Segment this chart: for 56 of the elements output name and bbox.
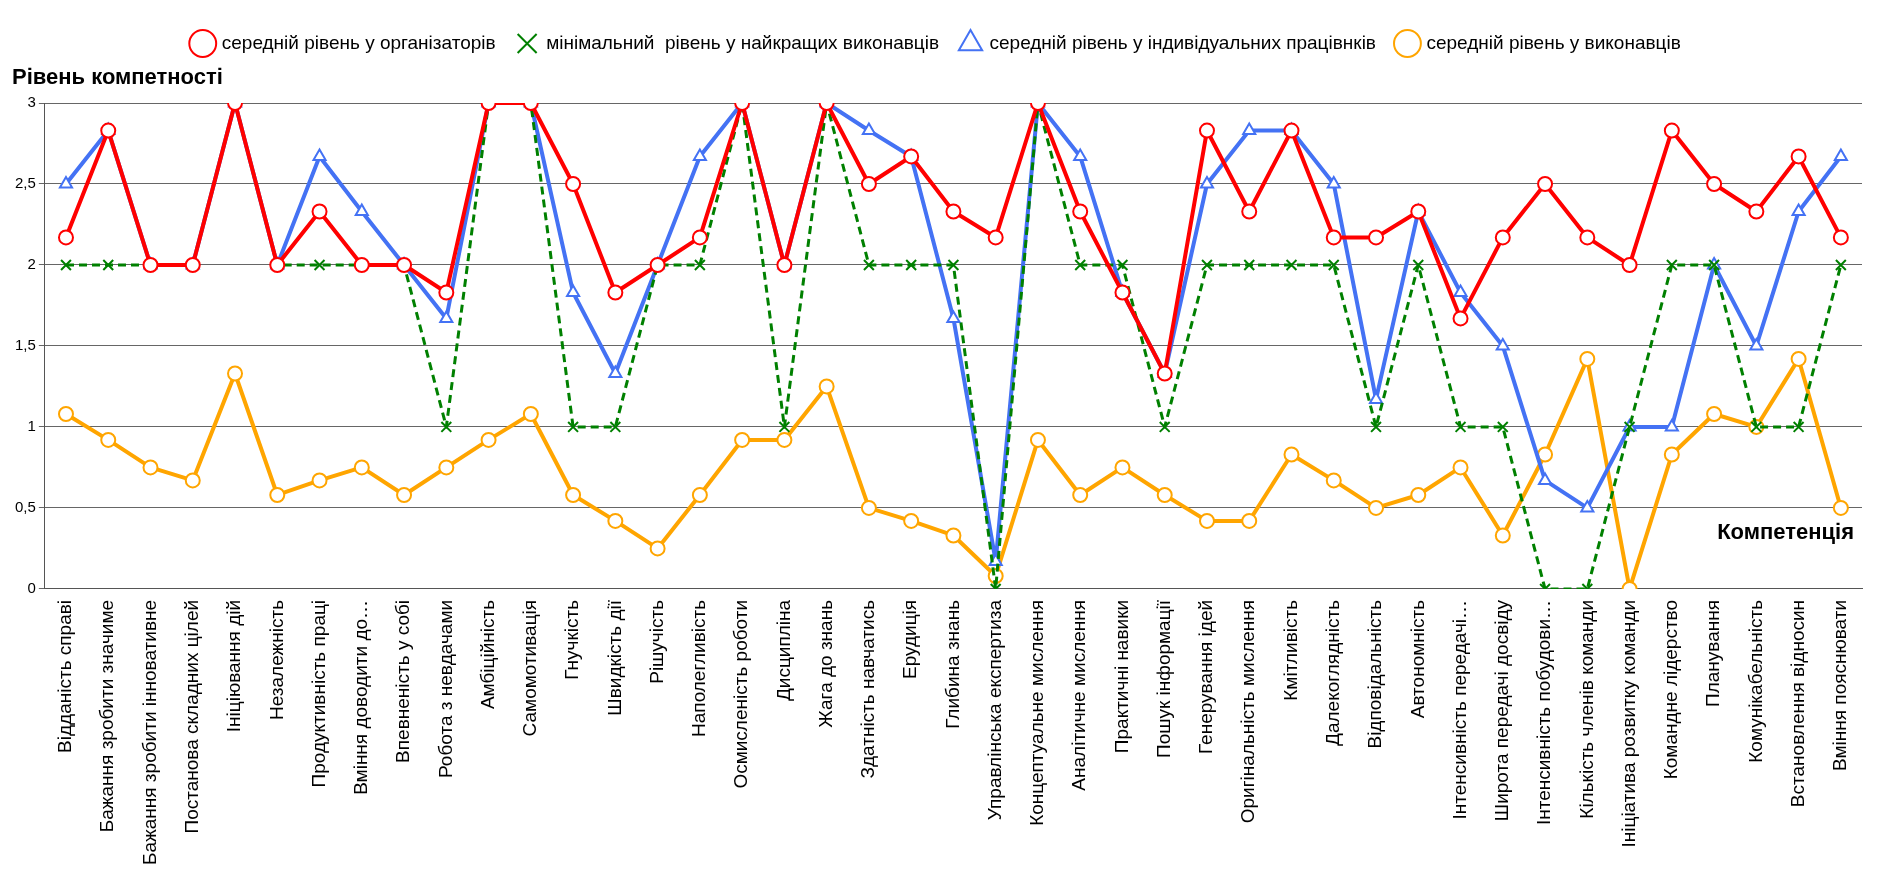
x-tick-label: Амбіційність (476, 599, 498, 710)
x-tick-label: Глибина знань (941, 599, 963, 729)
x-axis-title: Компетенція (1717, 519, 1854, 544)
x-tick-label: Відповідальність (1364, 599, 1386, 749)
x-tick-label: Продуктивність праці (307, 599, 329, 788)
x-tick-label: Бажання зробити значиме (96, 599, 118, 833)
x-tick-label: Робота з невдачами (434, 599, 456, 779)
x-tick-label: Швидкість дії (603, 599, 625, 716)
legend-label: мінімальний рівень у найкращих виконавців (546, 31, 940, 53)
x-tick-label: Вміння доводити до… (350, 599, 372, 795)
x-tick-label: Жага до знань (814, 599, 836, 728)
x-tick-label: Дисципліна (772, 599, 794, 702)
x-tick-label: Концептуальне мислення (1026, 599, 1048, 826)
x-tick-label: Аналітичне мислення (1068, 599, 1090, 791)
y-tick-label: 0,5 (14, 498, 36, 516)
x-tick-label: Широта передачі досвіду (1491, 599, 1513, 822)
x-tick-label: Командне лідерство (1660, 599, 1682, 780)
y-tick-label: 3 (27, 93, 36, 111)
x-tick-label: Бажання зробити інновативне (138, 599, 160, 866)
legend-label: середній рівень у виконавців (1426, 31, 1681, 53)
x-tick-label: Гнучкість (561, 599, 583, 680)
x-tick-label: Встановлення відносин (1786, 599, 1808, 808)
x-tick-label: Ерудиція (899, 599, 921, 679)
x-tick-label: Ініціювання дій (223, 599, 245, 733)
x-tick-label: Планування (1702, 599, 1724, 707)
x-tick-label: Самомотивація (519, 599, 541, 737)
x-tick-label: Постанова складних цілей (180, 599, 202, 834)
y-tick-label: 1 (27, 417, 36, 435)
x-tick-label: Практичні навики (1110, 599, 1132, 754)
x-tick-label: Оригінальність мислення (1237, 599, 1259, 824)
x-tick-label: Незалежність (265, 599, 287, 721)
y-tick-label: 0 (27, 579, 36, 597)
x-tick-label: Рішучість (645, 599, 667, 684)
x-tick-label: Ініціатива розвитку команди (1617, 599, 1639, 848)
x-tick-label: Наполегливість (688, 599, 710, 737)
x-tick-label: Кмітливість (1279, 599, 1301, 701)
legend-label: середній рівень у організаторів (221, 31, 496, 53)
y-tick-label: 2,5 (14, 174, 36, 192)
x-tick-label: Вміння пояснювати (1829, 599, 1851, 771)
y-axis-title: Рівень компетності (12, 64, 223, 90)
y-tick-label: 1,5 (14, 336, 36, 354)
x-tick-label: Впевненість у собі (392, 599, 414, 763)
x-tick-label: Інтенсивність побудови… (1533, 599, 1555, 826)
y-tick-label: 2 (27, 255, 36, 273)
x-tick-label: Генерування ідей (1195, 599, 1217, 754)
x-tick-label: Пошук інформації (1152, 599, 1174, 758)
x-tick-label: Відданість справі (54, 599, 76, 753)
x-tick-label: Здатність навчатись (857, 599, 879, 779)
x-tick-label: Автономність (1406, 599, 1428, 719)
legend-label: середній рівень у індивідуальних працівнків (989, 31, 1376, 53)
x-tick-label: Осмисленість роботи (730, 599, 752, 789)
x-tick-label: Далекоглядність (1321, 599, 1343, 746)
x-tick-label: Кількість членів команди (1575, 599, 1597, 819)
x-tick-label: Комунікабельність (1744, 599, 1766, 763)
x-tick-label: Інтенсивність передачі… (1448, 599, 1470, 820)
x-tick-label: Управлінська експертиза (983, 599, 1005, 821)
